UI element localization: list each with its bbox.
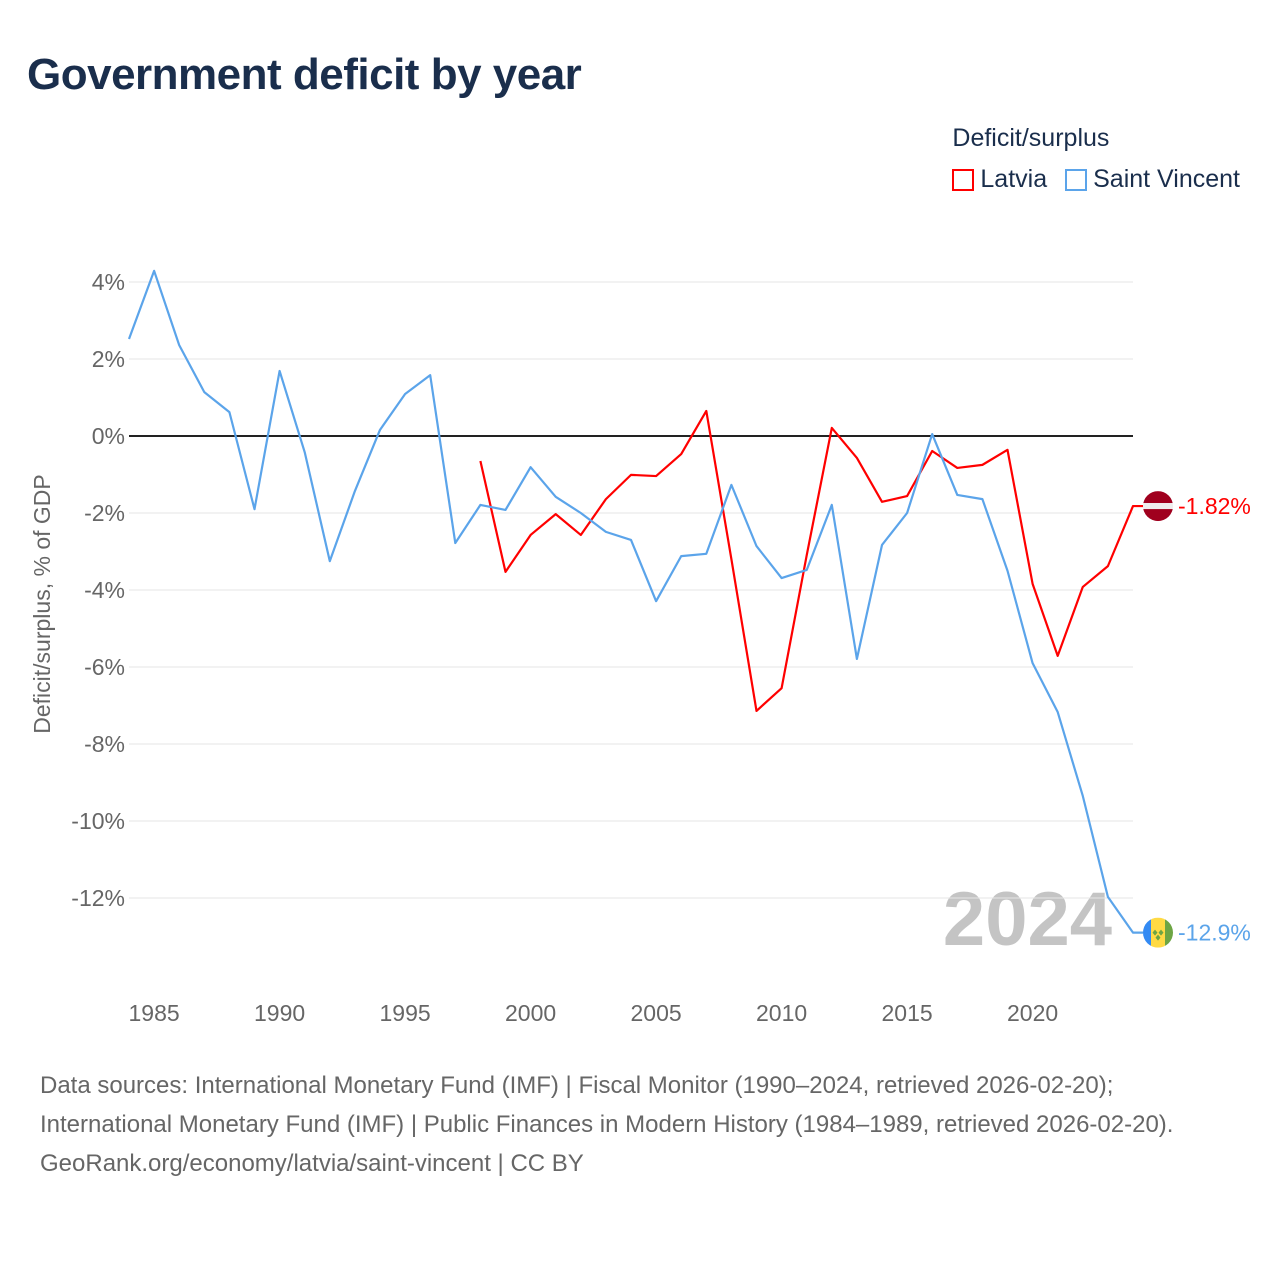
series-line-latvia (479, 409, 1143, 712)
y-tick-label: 2% (92, 346, 125, 372)
y-tick-label: 0% (92, 423, 125, 449)
credit-link[interactable]: GeoRank.org/economy/latvia/saint-vincent… (40, 1150, 584, 1177)
y-tick-label: -4% (84, 577, 125, 603)
data-sources: Data sources: International Monetary Fun… (40, 1072, 1174, 1138)
y-tick-label: -10% (71, 808, 125, 834)
line-chart: 2024 4% 2% 0% -2% -4% -6% -8% -10% -12% 1985 1990 19… (29, 269, 1251, 1026)
legend-item-saint-vincent[interactable]: Saint Vincent (1065, 165, 1240, 194)
footer: Data sources: International Monetary Fun… (40, 1066, 1240, 1183)
x-tick-label: 1985 (129, 1000, 180, 1026)
legend-title: Deficit/surplus (952, 124, 1110, 152)
y-tick-label: 4% (92, 269, 125, 295)
y-tick-label: -6% (84, 654, 125, 680)
x-tick-label: 1990 (254, 1000, 305, 1026)
y-tick-label: -2% (84, 500, 125, 526)
legend-swatch-latvia (952, 168, 975, 191)
y-tick-label: -8% (84, 731, 125, 757)
x-tick-label: 2015 (882, 1000, 933, 1026)
x-tick-label: 1995 (380, 1000, 431, 1026)
legend-swatch-saint-vincent (1065, 168, 1088, 191)
x-tick-label: 2010 (756, 1000, 807, 1026)
y-tick-label: -12% (71, 885, 125, 911)
legend-label-latvia: Latvia (980, 165, 1048, 193)
saint-vincent-flag-icon (1143, 917, 1173, 948)
end-label-saint-vincent: -12.9% (1178, 920, 1251, 946)
legend-item-latvia[interactable]: Latvia (952, 165, 1047, 194)
x-tick-label: 2020 (1007, 1000, 1058, 1026)
series-line-saint-vincent (127, 269, 1143, 934)
legend: Deficit/surplus Latvia Saint Vincent (952, 124, 1240, 194)
x-tick-label: 2005 (631, 1000, 682, 1026)
chart-title: Government deficit by year (27, 50, 582, 99)
end-label-latvia: -1.82% (1178, 493, 1251, 519)
year-watermark: 2024 (943, 877, 1112, 962)
y-axis-label: Deficit/surplus, % of GDP (29, 474, 55, 733)
legend-label-saint-vincent: Saint Vincent (1093, 165, 1240, 193)
x-tick-label: 2000 (505, 1000, 556, 1026)
latvia-flag-icon (1143, 491, 1173, 522)
